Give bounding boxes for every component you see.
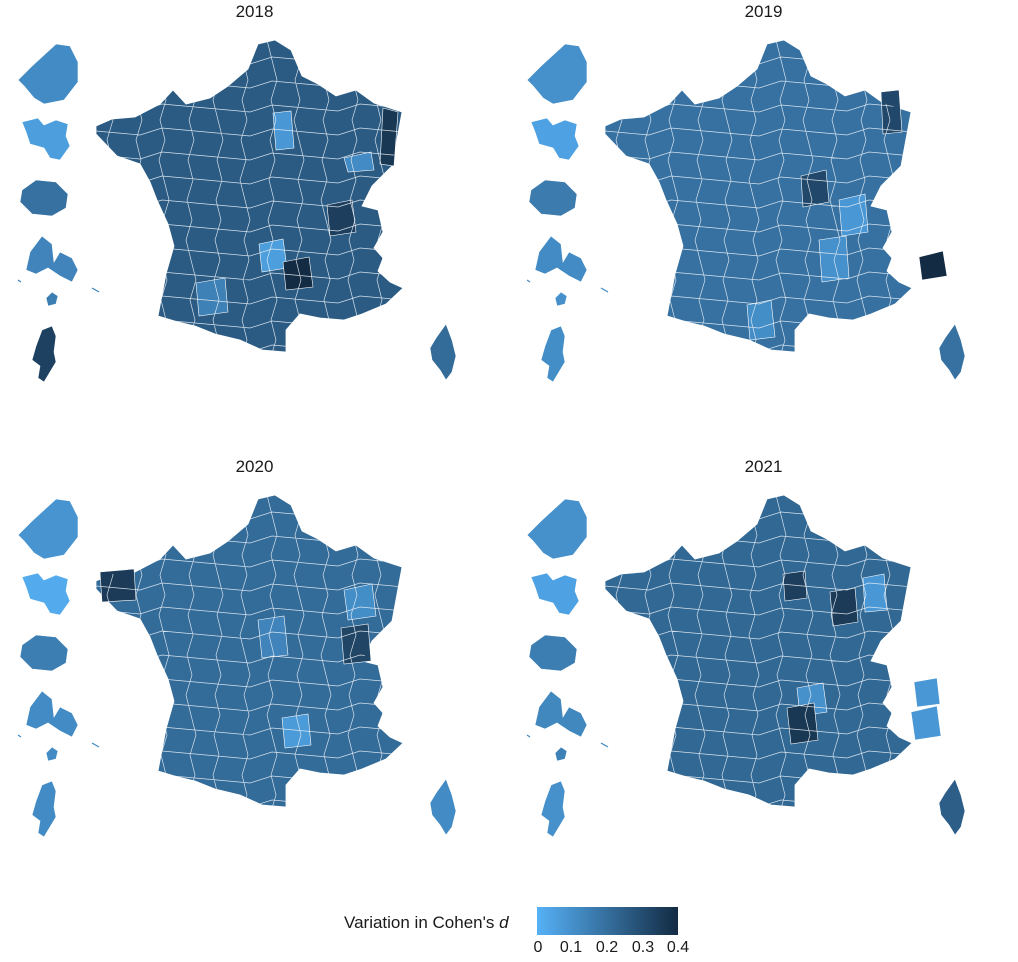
- department: [786, 702, 819, 745]
- legend-title-text: Variation in Cohen's: [344, 913, 495, 932]
- panel-title: 2018: [235, 2, 274, 21]
- department: [913, 677, 941, 708]
- legend-tick: 0: [533, 939, 543, 956]
- legend-title-italic: d: [499, 913, 509, 932]
- choropleth-map: [526, 494, 966, 838]
- overseas-islet: [600, 742, 609, 748]
- department: [862, 573, 888, 613]
- overseas-territory: [554, 291, 568, 307]
- overseas-territory: [31, 325, 57, 383]
- overseas-territory: [45, 291, 59, 307]
- department: [340, 623, 372, 665]
- legend-tick: 0.3: [631, 939, 655, 956]
- overseas-territory: [21, 572, 71, 616]
- overseas-territory: [534, 690, 588, 738]
- overseas-territory: [534, 235, 588, 283]
- department: [326, 199, 357, 237]
- legend-tick: 0.2: [595, 939, 619, 956]
- department: [343, 583, 377, 621]
- overseas-territory: [31, 780, 57, 838]
- corsica: [938, 778, 966, 836]
- panel-title: 2020: [235, 457, 274, 476]
- overseas-territory: [530, 117, 580, 161]
- overseas-islet: [91, 742, 100, 748]
- overseas-islet: [91, 287, 100, 293]
- overseas-territory: [528, 179, 578, 217]
- corsica: [429, 323, 457, 381]
- legend-tick: 0.1: [559, 939, 583, 956]
- overseas-territory: [554, 746, 568, 762]
- choropleth-map: [17, 494, 457, 838]
- corsica: [938, 323, 966, 381]
- department: [782, 570, 808, 602]
- overseas-territory: [17, 498, 79, 560]
- overseas-territory: [17, 43, 79, 105]
- department: [282, 256, 314, 291]
- overseas-territory: [25, 235, 79, 283]
- overseas-islet: [17, 734, 22, 738]
- legend-colorbar: [537, 907, 678, 935]
- panel-2018: 2018: [0, 0, 509, 455]
- panel-title: 2021: [744, 457, 783, 476]
- mainland-france: [95, 39, 404, 353]
- overseas-territory: [526, 498, 588, 560]
- overseas-islet: [17, 279, 22, 283]
- legend-title: Variation in Cohen's d: [344, 913, 509, 933]
- department: [258, 238, 288, 273]
- department: [800, 169, 830, 208]
- overseas-territory: [540, 325, 566, 383]
- choropleth-map: [526, 39, 966, 383]
- department: [880, 89, 903, 135]
- overseas-territory: [526, 43, 588, 105]
- color-legend: Variation in Cohen's d 0 0.1 0.2 0.3 0.4: [0, 900, 1018, 962]
- department: [343, 151, 375, 173]
- department: [838, 193, 869, 237]
- department: [379, 107, 399, 167]
- overseas-islet: [600, 287, 609, 293]
- department: [918, 250, 948, 281]
- department: [829, 587, 859, 627]
- department: [272, 110, 295, 151]
- overseas-territory: [19, 634, 69, 672]
- mainland-france: [95, 494, 404, 808]
- panel-title: 2019: [744, 2, 783, 21]
- department: [195, 277, 229, 317]
- department: [257, 615, 289, 659]
- overseas-islet: [526, 734, 531, 738]
- overseas-islet: [526, 279, 531, 283]
- overseas-territory: [19, 179, 69, 217]
- overseas-territory: [540, 780, 566, 838]
- department: [281, 713, 312, 749]
- overseas-territory: [528, 634, 578, 672]
- panel-2020: 2020: [0, 455, 509, 910]
- panel-2021: 2021: [509, 455, 1018, 910]
- legend-tick: 0.4: [666, 939, 690, 956]
- department: [910, 705, 942, 741]
- overseas-territory: [21, 117, 71, 161]
- panel-2019: 2019: [509, 0, 1018, 455]
- mainland-france: [604, 494, 913, 808]
- overseas-territory: [45, 746, 59, 762]
- overseas-territory: [25, 690, 79, 738]
- overseas-territory: [530, 572, 580, 616]
- department: [99, 568, 137, 603]
- choropleth-map: [17, 39, 457, 383]
- corsica: [429, 778, 457, 836]
